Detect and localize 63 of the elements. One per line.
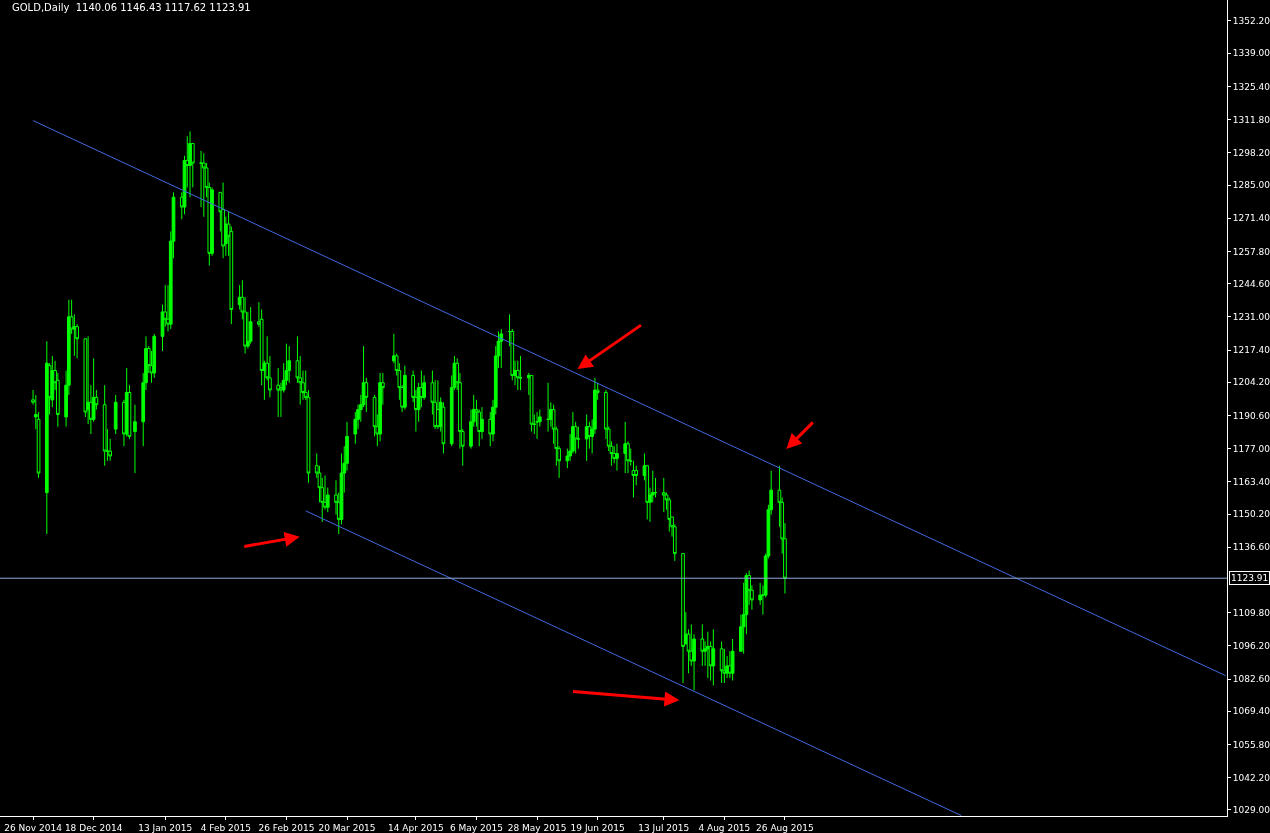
y-tick-label: 1096.20 <box>1232 641 1270 652</box>
y-tick-label: 1352.20 <box>1232 16 1270 27</box>
candlestick <box>133 404 137 474</box>
candlestick <box>546 382 550 433</box>
y-tick-label: 1109.80 <box>1232 607 1270 618</box>
y-tick-label: 1257.80 <box>1232 246 1270 257</box>
x-tick-label: 6 May 2015 <box>450 822 503 833</box>
y-tick-label: 1163.40 <box>1232 476 1270 487</box>
y-tick-label: 1285.00 <box>1232 180 1270 191</box>
chart-title: GOLD,Daily 1140.06 1146.43 1117.62 1123.91 <box>12 2 251 13</box>
y-tick-label: 1042.20 <box>1232 772 1270 783</box>
y-tick-label: 1325.40 <box>1232 81 1270 92</box>
x-tick-label: 26 Feb 2015 <box>258 822 315 833</box>
y-tick-label: 1136.60 <box>1232 542 1270 553</box>
candlestick <box>287 345 292 384</box>
candlestick <box>102 384 107 467</box>
y-tick-label: 1298.20 <box>1232 147 1270 158</box>
candlestick <box>623 421 628 474</box>
candlestick <box>113 394 118 435</box>
x-tick-label: 26 Nov 2014 <box>4 822 63 833</box>
y-tick-label: 1177.00 <box>1232 443 1270 454</box>
x-tick-label: 13 Jan 2015 <box>138 822 193 833</box>
y-tick-label: 1069.40 <box>1232 706 1270 717</box>
candlestick <box>529 374 534 433</box>
candlestick <box>661 477 666 513</box>
ref-line-label: 1123.91 <box>1231 573 1269 583</box>
y-tick-label: 1311.80 <box>1232 114 1270 125</box>
x-tick-label: 19 Jun 2015 <box>570 822 625 833</box>
candlestick <box>403 365 407 411</box>
x-tick-label: 4 Aug 2015 <box>698 822 751 833</box>
candlestick <box>201 152 206 218</box>
candlestick <box>576 426 581 450</box>
x-tick-label: 4 Feb 2015 <box>200 822 251 833</box>
candlestick <box>711 628 716 686</box>
x-tick-label: 28 May 2015 <box>507 822 567 833</box>
x-tick-label: 14 Apr 2015 <box>388 822 444 833</box>
candlestick <box>681 553 685 684</box>
y-tick-label: 1244.60 <box>1232 278 1270 289</box>
candlestick <box>441 401 446 455</box>
candlestick <box>436 379 440 430</box>
y-tick-label: 1217.40 <box>1232 345 1270 356</box>
y-tick-label: 1231.00 <box>1232 311 1270 322</box>
x-tick-label: 26 Aug 2015 <box>756 822 814 833</box>
candlestick <box>667 496 672 533</box>
y-tick-label: 1271.40 <box>1232 213 1270 224</box>
y-tick-label: 1204.20 <box>1232 377 1270 388</box>
candlestick <box>584 413 589 462</box>
y-tick-label: 1339.00 <box>1232 48 1270 59</box>
candlestick <box>730 638 735 682</box>
candlestick <box>615 443 619 472</box>
y-tick-label: 1190.60 <box>1232 410 1270 421</box>
y-tick-label: 1082.60 <box>1232 674 1270 685</box>
candlestick <box>518 355 523 391</box>
x-tick-label: 18 Dec 2014 <box>64 822 123 833</box>
candlestick <box>221 182 225 259</box>
y-tick-label: 1029.00 <box>1232 805 1270 816</box>
y-tick-label: 1055.80 <box>1232 739 1270 750</box>
x-tick-label: 13 Jul 2015 <box>638 822 690 833</box>
x-tick-label: 20 Mar 2015 <box>318 822 376 833</box>
candlestick <box>248 306 253 345</box>
candlestick <box>719 640 724 684</box>
candlestick <box>188 130 192 198</box>
y-tick-label: 1150.20 <box>1232 509 1270 520</box>
